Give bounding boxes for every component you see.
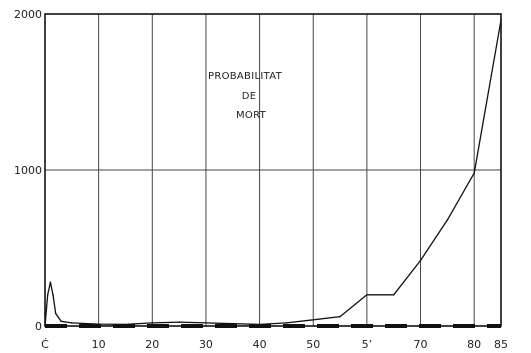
annotation-line-2: DE — [242, 91, 257, 102]
data-point — [232, 322, 234, 325]
data-point — [60, 320, 62, 323]
data-point — [392, 294, 395, 296]
data-point — [54, 312, 57, 315]
annotation-line-3: MORT — [236, 110, 267, 121]
data-point — [49, 281, 52, 284]
data-point — [97, 323, 100, 325]
x-tick-label: 40 — [253, 338, 267, 351]
data-point — [419, 259, 422, 262]
data-point — [312, 319, 315, 321]
x-tick-label: 20 — [145, 338, 159, 351]
tick-labels: Ć 10 20 30 40 50 5’ 70 80 85 0 1000 2000 — [14, 8, 508, 351]
x-tick-label: 70 — [414, 338, 428, 351]
data-point — [151, 322, 154, 324]
annotation-line-1: PROBABILITAT — [208, 71, 283, 82]
data-point — [446, 219, 449, 221]
data-point — [473, 172, 476, 174]
x-tick-label: 50 — [306, 338, 320, 351]
data-point — [52, 294, 54, 296]
data-point — [205, 322, 207, 324]
series-line — [44, 20, 502, 327]
grid — [45, 13, 501, 326]
y-tick-label: 0 — [35, 320, 42, 333]
y-tick-label: 1000 — [14, 164, 42, 177]
x-tick-label: 30 — [199, 338, 213, 351]
plot-frame — [44, 13, 502, 327]
data-point — [44, 325, 46, 327]
data-point — [285, 322, 288, 324]
x-tick-label: 5’ — [362, 338, 373, 351]
data-point — [124, 323, 127, 326]
data-point — [178, 321, 180, 323]
x-tick-label: Ć — [41, 338, 49, 351]
x-tick-label: 85 — [494, 338, 508, 351]
probability-annotation: PROBABILITAT DE MORT — [208, 71, 283, 121]
x-tick-label: 10 — [92, 338, 106, 351]
data-point — [366, 294, 368, 296]
y-tick-label: 2000 — [14, 8, 42, 21]
data-point — [500, 19, 502, 22]
x-tick-label: 80 — [467, 338, 481, 351]
data-point — [258, 323, 261, 326]
data-point — [339, 315, 341, 318]
data-point — [71, 322, 73, 324]
data-point — [46, 294, 49, 296]
